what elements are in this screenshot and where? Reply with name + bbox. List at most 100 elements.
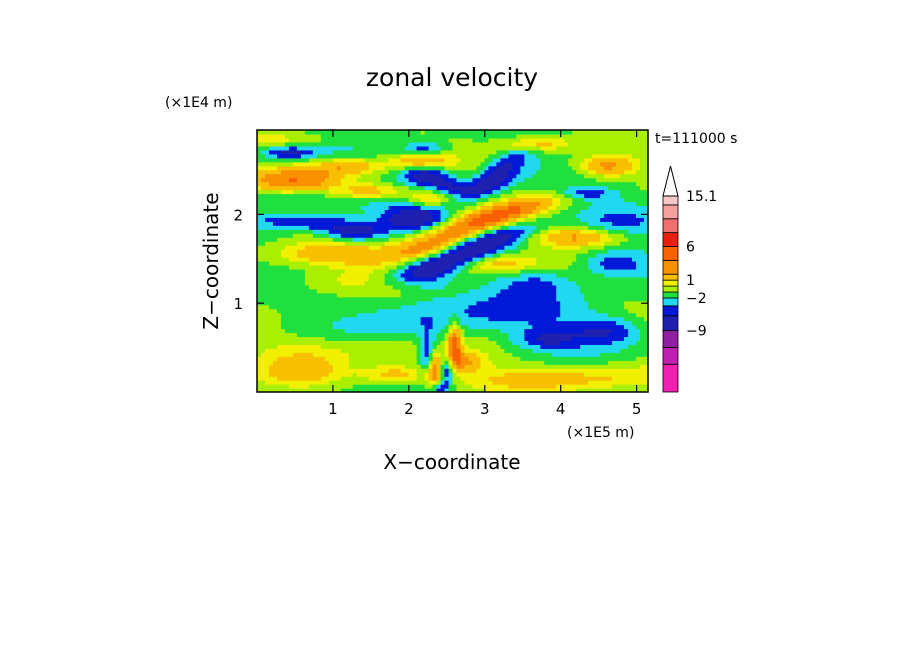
contour-cell: [592, 288, 597, 294]
contour-cell: [492, 324, 497, 330]
contour-cell: [272, 276, 278, 282]
contour-cell: [548, 344, 553, 349]
contour-cell: [620, 264, 625, 270]
contour-cell: [292, 296, 298, 302]
contour-cell: [620, 253, 625, 258]
contour-cell: [296, 245, 302, 250]
contour-cell: [624, 193, 629, 199]
contour-cell: [336, 324, 342, 330]
contour-cell: [424, 316, 430, 322]
contour-cell: [600, 197, 605, 203]
contour-cell: [268, 225, 274, 230]
contour-cell: [604, 312, 609, 318]
contour-cell: [644, 241, 648, 246]
contour-cell: [320, 225, 326, 230]
contour-cell: [540, 237, 545, 242]
contour-cell: [260, 380, 266, 385]
contour-cell: [300, 340, 306, 345]
contour-cell: [604, 364, 609, 369]
contour-cell: [396, 249, 402, 254]
contour-cell: [300, 201, 306, 207]
contour-cell: [536, 213, 541, 218]
contour-cell: [640, 312, 645, 318]
contour-cell: [372, 229, 378, 234]
contour-cell: [492, 284, 497, 290]
contour-cell: [388, 205, 394, 210]
contour-cell: [416, 340, 422, 345]
contour-cell: [384, 360, 390, 365]
contour-cell: [580, 233, 585, 238]
contour-cell: [596, 380, 601, 385]
contour-cell: [320, 288, 326, 294]
contour-cell: [620, 332, 625, 338]
contour-cell: [312, 264, 318, 270]
contour-cell: [408, 261, 414, 266]
contour-cell: [468, 280, 474, 286]
contour-cell: [568, 296, 573, 302]
contour-cell: [364, 237, 370, 242]
contour-cell: [276, 356, 282, 361]
contour-cell: [640, 217, 645, 222]
contour-cell: [340, 217, 346, 222]
contour-cell: [604, 268, 609, 274]
contour-cell: [400, 229, 406, 234]
contour-cell: [384, 300, 390, 306]
contour-cell: [292, 264, 298, 270]
contour-cell: [616, 201, 621, 207]
contour-cell: [408, 264, 414, 270]
contour-cell: [348, 344, 354, 349]
contour-cell: [472, 352, 478, 357]
contour-cell: [328, 205, 334, 210]
contour-cell: [508, 209, 513, 214]
contour-cell: [468, 336, 474, 341]
contour-cell: [548, 245, 553, 250]
contour-cell: [260, 241, 266, 246]
contour-cell: [300, 336, 306, 341]
contour-cell: [384, 344, 390, 349]
contour-cell: [328, 217, 334, 222]
contour-cell: [616, 312, 621, 318]
contour-cell: [492, 352, 497, 357]
contour-cell: [448, 376, 454, 381]
contour-cell: [316, 193, 322, 199]
contour-cell: [528, 241, 533, 246]
contour-cell: [280, 328, 286, 334]
contour-cell: [376, 229, 382, 234]
contour-cell: [560, 237, 565, 242]
contour-cell: [348, 245, 354, 250]
contour-cell: [608, 364, 613, 369]
contour-cell: [512, 264, 517, 270]
contour-cell: [640, 364, 645, 369]
contour-cell: [444, 284, 450, 290]
contour-cell: [624, 360, 629, 365]
contour-cell: [544, 233, 549, 238]
contour-cell: [448, 296, 454, 302]
contour-cell: [344, 356, 350, 361]
contour-cell: [416, 213, 422, 218]
contour-cell: [612, 225, 617, 230]
contour-cell: [400, 225, 406, 230]
contour-cell: [576, 245, 581, 250]
contour-cell: [632, 233, 637, 238]
contour-cell: [556, 356, 561, 361]
contour-cell: [596, 205, 601, 210]
contour-cell: [500, 197, 505, 203]
contour-cell: [616, 368, 621, 373]
contour-cell: [516, 189, 521, 195]
contour-cell: [352, 312, 358, 318]
contour-cell: [636, 257, 641, 262]
contour-cell: [352, 308, 358, 314]
contour-cell: [456, 368, 462, 373]
contour-cell: [360, 201, 366, 207]
contour-cell: [320, 213, 326, 218]
contour-cell: [312, 372, 318, 377]
contour-cell: [556, 360, 561, 365]
contour-cell: [632, 292, 637, 298]
contour-cell: [257, 372, 262, 377]
contour-cell: [257, 213, 262, 218]
contour-cell: [532, 320, 537, 326]
contour-cell: [488, 372, 493, 377]
contour-cell: [456, 340, 462, 345]
contour-cell: [380, 332, 386, 338]
contour-cell: [472, 268, 478, 274]
